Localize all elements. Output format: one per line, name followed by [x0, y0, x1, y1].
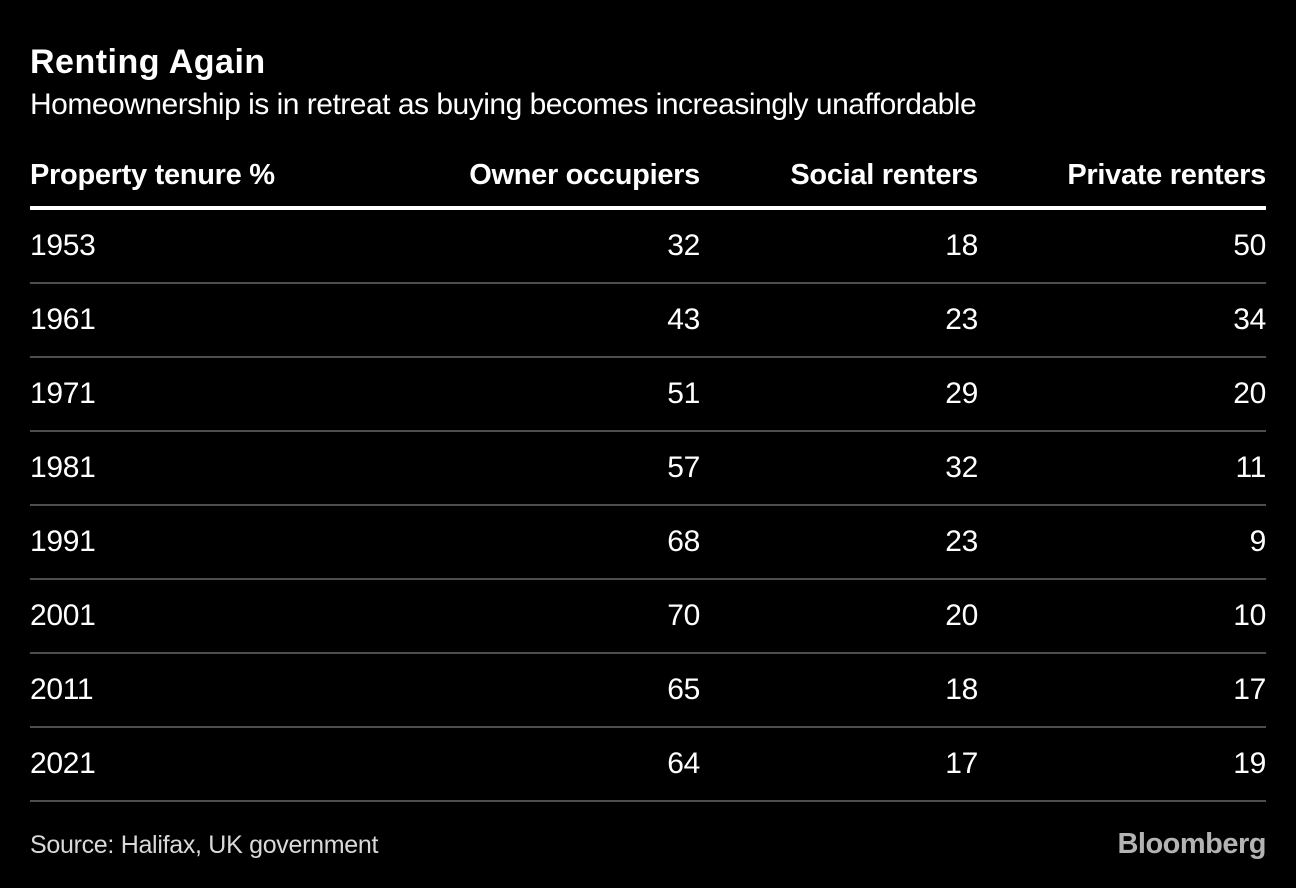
chart-subtitle: Homeownership is in retreat as buying be…	[30, 88, 977, 122]
row-value: 64	[667, 746, 700, 780]
row-value: 18	[945, 228, 978, 262]
row-year: 1953	[30, 228, 96, 262]
row-value: 50	[1233, 228, 1266, 262]
column-header-owner-occupiers: Owner occupiers	[469, 158, 700, 191]
table-row: 1991 68 23 9	[30, 506, 1266, 580]
row-value: 20	[1233, 376, 1266, 410]
row-value: 19	[1233, 746, 1266, 780]
row-value: 17	[1233, 672, 1266, 706]
row-value: 34	[1233, 302, 1266, 336]
row-value: 57	[667, 450, 700, 484]
row-year: 1961	[30, 302, 96, 336]
row-value: 9	[1249, 524, 1267, 558]
table-header-row: Property tenure % Owner occupiers Social…	[30, 159, 1266, 210]
row-year: 1991	[30, 524, 96, 558]
row-year: 2001	[30, 598, 96, 632]
column-header-social-renters: Social renters	[790, 158, 978, 191]
row-year: 2011	[30, 672, 94, 706]
row-value: 43	[667, 302, 700, 336]
table-row: 1971 51 29 20	[30, 358, 1266, 432]
row-year: 2021	[30, 746, 96, 780]
table-body: 1953 32 18 50 1961 43 23 34 1971 51 29 2…	[30, 210, 1266, 802]
row-value: 29	[945, 376, 978, 410]
column-header-property-tenure: Property tenure %	[30, 158, 275, 191]
row-value: 68	[667, 524, 700, 558]
table-row: 2021 64 17 19	[30, 728, 1266, 802]
table-row: 2001 70 20 10	[30, 580, 1266, 654]
row-value: 32	[945, 450, 978, 484]
source-note: Source: Halifax, UK government	[30, 830, 379, 859]
row-value: 11	[1235, 450, 1266, 484]
table-row: 1953 32 18 50	[30, 210, 1266, 284]
row-value: 10	[1233, 598, 1266, 632]
row-value: 32	[667, 228, 700, 262]
row-value: 23	[945, 524, 978, 558]
column-header-private-renters: Private renters	[1067, 158, 1266, 191]
row-value: 18	[945, 672, 978, 706]
table-row: 2011 65 18 17	[30, 654, 1266, 728]
table-row: 1981 57 32 11	[30, 432, 1266, 506]
row-value: 65	[667, 672, 700, 706]
row-value: 20	[945, 598, 978, 632]
row-value: 17	[945, 746, 978, 780]
table-row: 1961 43 23 34	[30, 284, 1266, 358]
chart-title: Renting Again	[30, 43, 266, 81]
bloomberg-logo: Bloomberg	[1117, 827, 1266, 860]
chart-footer: Source: Halifax, UK government Bloomberg	[30, 828, 1266, 861]
row-year: 1971	[30, 376, 96, 410]
row-value: 51	[667, 376, 700, 410]
row-value: 70	[667, 598, 700, 632]
row-year: 1981	[30, 450, 96, 484]
row-value: 23	[945, 302, 978, 336]
